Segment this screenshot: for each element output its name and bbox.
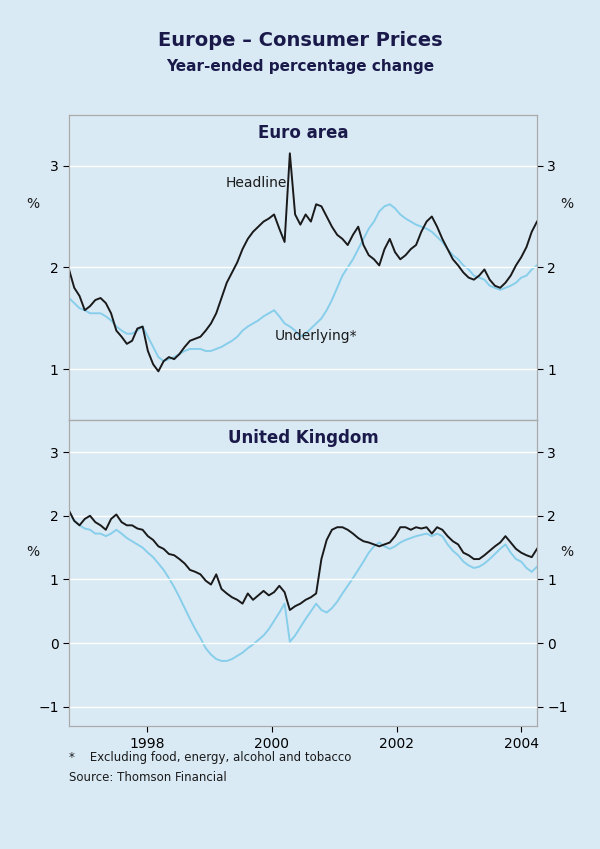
Text: Euro area: Euro area (258, 124, 348, 142)
Text: United Kingdom: United Kingdom (227, 430, 379, 447)
Text: Year-ended percentage change: Year-ended percentage change (166, 59, 434, 74)
Text: %: % (560, 197, 574, 211)
Text: Europe – Consumer Prices: Europe – Consumer Prices (158, 31, 442, 50)
Text: %: % (26, 545, 40, 559)
Text: Underlying*: Underlying* (275, 329, 358, 342)
Text: %: % (26, 197, 40, 211)
Text: *    Excluding food, energy, alcohol and tobacco: * Excluding food, energy, alcohol and to… (69, 751, 352, 764)
Text: Headline: Headline (226, 176, 287, 189)
Text: Source: Thomson Financial: Source: Thomson Financial (69, 771, 227, 784)
Text: %: % (560, 545, 574, 559)
